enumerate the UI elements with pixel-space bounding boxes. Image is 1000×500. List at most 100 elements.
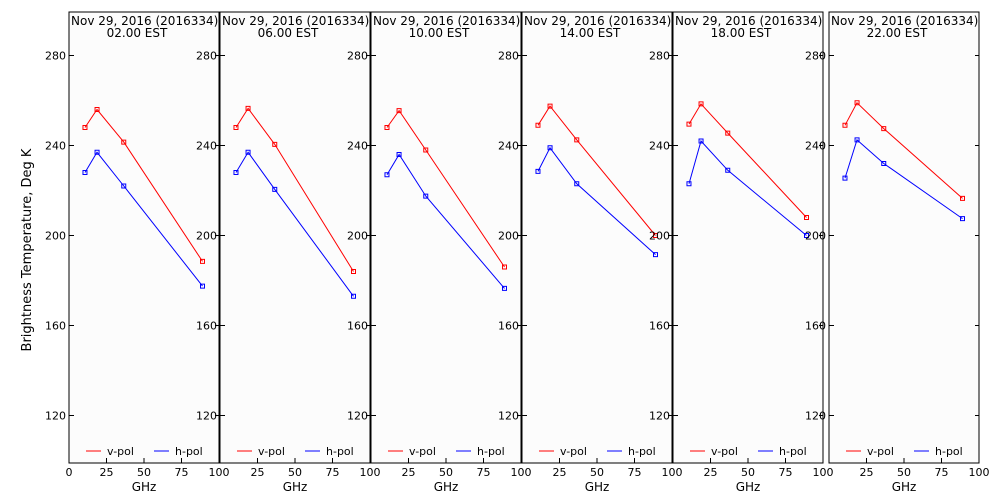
y-tick-label: 200 [649,230,670,243]
data-point-v-pol [574,137,580,143]
y-tick-label: 280 [805,50,826,63]
data-point-v-pol [653,233,658,238]
legend-label-vpol: v-pol [258,445,285,458]
x-axis-label: GHz [892,480,917,494]
series-line-v-pol [235,107,354,272]
legend-label-vpol: v-pol [711,445,738,458]
data-point-h-pol [396,152,402,157]
legend-label-hpol: h-pol [628,445,656,458]
y-tick-label: 200 [196,230,217,243]
panel-title: Nov 29, 2016 (2016334) [831,14,978,28]
data-point-v-pol [384,125,390,130]
panel-3: Nov 29, 2016 (2016334)10.00 EST 120 160 200… [347,11,532,494]
data-point-v-pol [842,122,848,128]
plot-frame [521,11,673,464]
legend-label-vpol: v-pol [867,445,894,458]
data-point-h-pol [653,252,658,258]
x-tick-label: 75 [175,466,189,479]
data-point-v-pol [960,195,965,201]
y-tick-label: 120 [649,410,670,423]
legend-label-hpol: h-pol [175,445,203,458]
series-line-h-pol [844,139,963,220]
y-tick-label: 160 [498,320,519,333]
data-point-v-pol [725,130,731,136]
data-point-v-pol [396,108,402,114]
series-line-v-pol [84,108,203,262]
panel-title: Nov 29, 2016 (2016334) [373,14,520,28]
y-axis-label: Brightness Temperature, Deg K [20,148,35,351]
series-line-h-pol [235,151,354,297]
panel-6: Nov 29, 2016 (2016334)22.00 EST 120 160 200… [805,11,990,494]
y-tick-label: 280 [347,50,368,63]
series-line-h-pol [688,139,807,236]
y-tick-label: 240 [498,140,519,153]
panel-time: 10.00 EST [409,26,470,40]
data-point-v-pol [535,122,541,128]
x-tick-label: 0 [66,466,73,479]
x-axis-label: GHz [283,480,308,494]
panel-time: 22.00 EST [867,26,928,40]
x-tick-label: 25 [251,466,265,479]
legend-label-hpol: h-pol [935,445,963,458]
data-point-h-pol [547,145,553,151]
panel-title: Nov 29, 2016 (2016334) [71,14,218,28]
data-point-h-pol [82,170,88,175]
data-point-v-pol [698,101,704,107]
data-point-h-pol [351,293,356,299]
x-tick-label: 50 [741,466,755,479]
data-point-h-pol [233,170,239,175]
panel-4: Nov 29, 2016 (2016334)14.00 EST 120 160 200… [498,11,683,494]
y-tick-label: 280 [498,50,519,63]
data-point-v-pol [82,125,88,130]
x-tick-label: 50 [897,466,911,479]
x-tick-label: 100 [969,466,990,479]
x-tick-label: 100 [360,466,381,479]
plot-frame [68,11,220,464]
legend-label-hpol: h-pol [326,445,354,458]
data-point-h-pol [272,186,278,192]
y-tick-label: 240 [45,140,66,153]
x-tick-label: 25 [860,466,874,479]
y-tick-label: 200 [805,230,826,243]
y-tick-label: 200 [347,230,368,243]
data-point-v-pol [547,103,553,109]
data-point-h-pol [245,149,251,155]
data-point-v-pol [502,264,507,270]
legend-label-vpol: v-pol [409,445,436,458]
panel-time: 02.00 EST [107,26,168,40]
data-point-h-pol [384,172,390,178]
x-axis-label: GHz [736,480,761,494]
y-tick-label: 160 [347,320,368,333]
data-point-h-pol [574,181,580,187]
data-point-v-pol [423,147,429,153]
y-tick-label: 160 [45,320,66,333]
x-axis-label: GHz [132,480,157,494]
data-point-v-pol [121,139,127,145]
data-point-h-pol [121,183,127,189]
plot-frame [828,11,980,464]
data-point-v-pol [94,107,100,112]
y-tick-label: 200 [45,230,66,243]
series-line-h-pol [537,146,656,255]
x-tick-label: 100 [813,466,834,479]
data-point-h-pol [200,283,205,289]
panel-time: 18.00 EST [711,26,772,40]
y-tick-label: 280 [649,50,670,63]
x-tick-label: 75 [935,466,949,479]
y-tick-label: 240 [805,140,826,153]
data-point-v-pol [854,100,860,106]
data-point-v-pol [351,269,356,274]
legend-label-vpol: v-pol [107,445,134,458]
x-tick-label: 100 [511,466,532,479]
data-point-v-pol [881,126,887,132]
data-point-v-pol [686,121,692,127]
y-tick-label: 240 [196,140,217,153]
y-tick-label: 240 [649,140,670,153]
data-point-h-pol [502,285,507,291]
legend-label-vpol: v-pol [560,445,587,458]
data-point-h-pol [686,181,692,187]
x-axis-label: GHz [434,480,459,494]
y-tick-label: 120 [805,410,826,423]
data-point-v-pol [245,105,251,111]
